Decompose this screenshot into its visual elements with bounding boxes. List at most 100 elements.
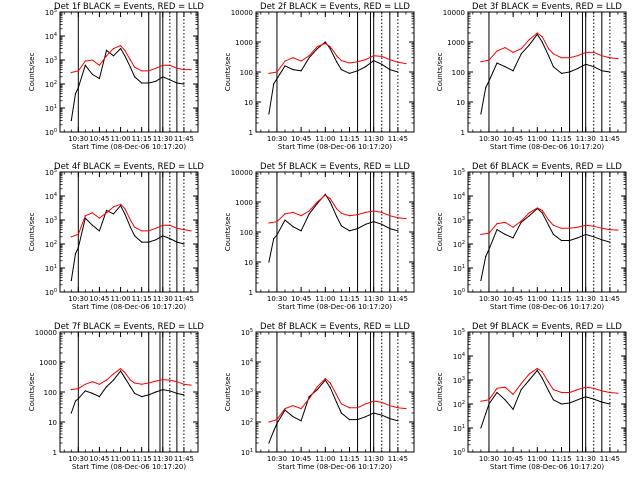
x-tick-label: 11:15 xyxy=(132,135,152,143)
data-point-events xyxy=(276,234,278,236)
data-point-lld xyxy=(183,383,185,385)
data-point-events xyxy=(536,33,538,35)
data-point-lld xyxy=(124,371,126,373)
x-tick-label: 11:15 xyxy=(551,455,571,463)
data-point-events xyxy=(548,224,550,226)
x-tick-label: 10:30 xyxy=(267,135,287,143)
data-point-events xyxy=(129,386,131,388)
data-point-events xyxy=(365,66,367,68)
data-point-events xyxy=(268,442,270,444)
data-point-lld xyxy=(308,210,310,212)
x-tick-label: 11:45 xyxy=(600,455,620,463)
data-point-events xyxy=(569,71,571,73)
data-point-lld xyxy=(357,214,359,216)
data-point-lld xyxy=(176,67,178,69)
data-point-lld xyxy=(276,419,278,421)
y-tick-label: 101 xyxy=(241,448,253,457)
data-point-events xyxy=(541,212,543,214)
y-axis-label: Counts/sec xyxy=(28,373,36,412)
data-point-lld xyxy=(569,57,571,59)
data-point-events xyxy=(148,82,150,84)
data-point-lld xyxy=(134,66,136,68)
x-tick-label: 11:45 xyxy=(600,295,620,303)
x-tick-label: 11:00 xyxy=(527,295,547,303)
panel-title: Det 5f BLACK = Events, RED = LLD xyxy=(260,162,410,172)
x-tick-label: 11:30 xyxy=(153,455,173,463)
data-point-lld xyxy=(77,233,79,235)
data-point-events xyxy=(308,396,310,398)
data-point-events xyxy=(488,403,490,405)
data-point-events xyxy=(141,241,143,243)
x-tick-label: 10:45 xyxy=(89,455,109,463)
series-line-events xyxy=(70,47,184,121)
data-point-lld xyxy=(528,39,530,41)
y-tick-label: 104 xyxy=(241,358,253,367)
data-point-events xyxy=(292,226,294,228)
y-tick-label: 10000 xyxy=(231,9,253,17)
data-point-events xyxy=(496,391,498,394)
data-point-events xyxy=(112,379,115,381)
data-point-events xyxy=(357,419,359,421)
data-point-lld xyxy=(308,55,310,57)
data-point-events xyxy=(593,236,595,238)
data-point-lld xyxy=(560,57,563,59)
data-point-lld xyxy=(405,218,407,220)
data-point-events xyxy=(520,389,522,391)
data-point-events xyxy=(357,70,359,72)
data-point-lld xyxy=(373,210,375,212)
y-tick-label: 101 xyxy=(45,264,57,273)
data-point-events xyxy=(397,420,399,422)
panel-2: Det 2f BLACK = Events, RED = LLD 1 10 100 10… xyxy=(224,2,415,151)
data-point-lld xyxy=(162,379,164,381)
data-point-lld xyxy=(176,227,178,229)
x-tick-label: 11:00 xyxy=(315,135,335,143)
x-tick-label: 11:00 xyxy=(110,295,130,303)
y-tick-label: 100 xyxy=(45,288,57,297)
panel-9: Det 9f BLACK = Events, RED = LLD 100 101 10… xyxy=(436,322,627,471)
data-point-lld xyxy=(381,401,383,403)
data-point-events xyxy=(112,213,115,215)
y-tick-label: 100 xyxy=(453,288,465,297)
panel-title: Det 6f BLACK = Events, RED = LLD xyxy=(472,162,622,172)
x-axis-label: Start Time (08-Dec-06 10:17:20) xyxy=(72,463,186,471)
y-axis-label: Counts/sec xyxy=(436,373,444,412)
y-axis-label: Counts/sec xyxy=(436,213,444,252)
data-point-lld xyxy=(77,70,79,72)
data-point-events xyxy=(504,399,506,401)
data-point-lld xyxy=(183,229,185,231)
data-point-lld xyxy=(148,230,150,232)
data-point-events xyxy=(77,87,79,89)
data-point-lld xyxy=(541,371,543,373)
y-tick-label: 1000 xyxy=(235,39,253,47)
data-point-events xyxy=(609,403,611,405)
panel-4: Det 4f BLACK = Events, RED = LLD 100 101 10… xyxy=(28,162,204,311)
y-tick-label: 103 xyxy=(241,388,253,397)
y-tick-label: 103 xyxy=(453,376,465,385)
series-line-lld xyxy=(268,42,406,74)
panel-title: Det 4f BLACK = Events, RED = LLD xyxy=(54,162,204,172)
y-tick-label: 104 xyxy=(45,192,57,201)
data-point-events xyxy=(373,221,375,223)
data-point-events xyxy=(485,87,487,89)
data-point-events xyxy=(183,83,185,85)
y-tick-label: 1 xyxy=(53,449,57,457)
data-point-lld xyxy=(389,215,391,217)
x-tick-label: 10:30 xyxy=(479,135,499,143)
data-point-lld xyxy=(284,408,286,410)
data-point-lld xyxy=(169,224,171,226)
data-point-events xyxy=(134,392,136,394)
data-point-events xyxy=(77,398,79,400)
panel-1: Det 1f BLACK = Events, RED = LLD 100 101 10… xyxy=(28,2,204,151)
data-point-lld xyxy=(536,207,538,209)
data-point-events xyxy=(485,255,487,258)
data-point-lld xyxy=(70,236,72,238)
y-axis-label: Counts/sec xyxy=(224,53,232,92)
data-point-events xyxy=(120,370,122,372)
data-point-events xyxy=(292,69,294,71)
data-point-events xyxy=(585,396,587,398)
y-tick-label: 105 xyxy=(45,8,57,17)
y-tick-label: 102 xyxy=(45,240,57,249)
data-point-lld xyxy=(552,53,555,55)
panel-6: Det 6f BLACK = Events, RED = LLD 100 101 10… xyxy=(436,162,627,311)
panel-title: Det 2f BLACK = Events, RED = LLD xyxy=(260,2,410,12)
